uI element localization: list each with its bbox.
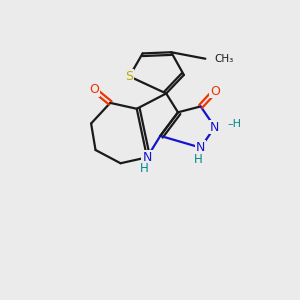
Text: H: H (140, 162, 149, 175)
Text: N: N (142, 151, 152, 164)
Text: H: H (194, 153, 203, 166)
Text: O: O (210, 85, 220, 98)
Text: –H: –H (227, 119, 241, 129)
Text: S: S (125, 70, 134, 83)
Text: N: N (196, 141, 205, 154)
Text: O: O (89, 83, 99, 96)
Text: N: N (210, 121, 220, 134)
Text: CH₃: CH₃ (215, 54, 234, 64)
